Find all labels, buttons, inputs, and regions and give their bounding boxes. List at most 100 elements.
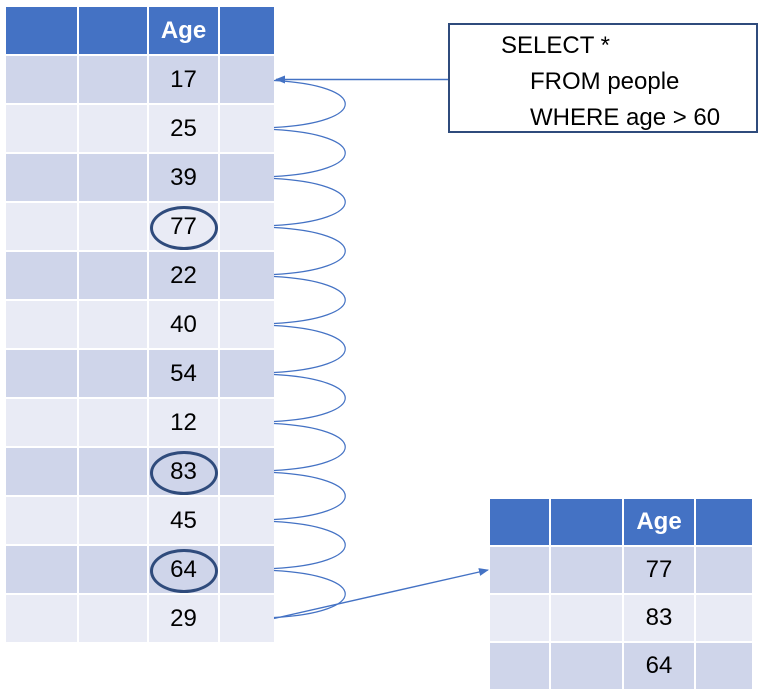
result-header-cell bbox=[696, 499, 752, 545]
result-row: 77 bbox=[490, 547, 752, 593]
table-cell bbox=[79, 301, 147, 348]
table-cell bbox=[220, 595, 274, 642]
age-value: 83 bbox=[150, 450, 219, 495]
table-cell bbox=[6, 105, 77, 152]
result-output-arrow bbox=[273, 568, 489, 620]
source-table: Age 17 25 39 77 bbox=[4, 5, 276, 644]
table-cell bbox=[79, 203, 147, 250]
source-header-cell bbox=[6, 7, 77, 54]
age-cell: 54 bbox=[149, 350, 218, 397]
age-cell: 64 bbox=[149, 546, 219, 593]
age-value: 77 bbox=[150, 205, 219, 250]
scan-loop-arrow bbox=[273, 569, 346, 619]
source-header-cell bbox=[220, 7, 274, 54]
table-cell bbox=[6, 252, 77, 299]
table-cell bbox=[6, 350, 77, 397]
age-cell: 22 bbox=[149, 252, 218, 299]
table-cell bbox=[6, 301, 77, 348]
age-value: 12 bbox=[170, 408, 197, 436]
table-cell bbox=[490, 547, 549, 593]
scan-loop-arrow bbox=[273, 324, 346, 374]
scan-loop-arrow bbox=[273, 128, 346, 178]
scan-loop-arrow bbox=[273, 177, 346, 227]
table-cell bbox=[6, 399, 77, 446]
age-cell: 12 bbox=[149, 399, 218, 446]
table-cell bbox=[79, 56, 147, 103]
result-age-cell: 77 bbox=[624, 547, 694, 593]
source-header-age: Age bbox=[149, 7, 218, 54]
age-cell: 40 bbox=[149, 301, 218, 348]
table-cell bbox=[220, 252, 274, 299]
table-cell bbox=[220, 497, 274, 544]
sql-select-line: SELECT * bbox=[501, 32, 610, 59]
match-highlight-ring bbox=[150, 205, 219, 250]
scan-loop-arrow bbox=[273, 471, 346, 521]
result-header-cell bbox=[551, 499, 622, 545]
scan-loop-arrow bbox=[273, 422, 346, 472]
sql-query-box: SELECT * FROM people WHERE age > 60 bbox=[448, 23, 758, 133]
table-row: 77 bbox=[6, 203, 274, 250]
table-cell bbox=[220, 546, 274, 593]
age-value: 40 bbox=[170, 310, 197, 338]
scan-loop-arrow bbox=[273, 226, 346, 276]
result-row: 83 bbox=[490, 595, 752, 641]
table-cell bbox=[551, 547, 622, 593]
table-cell bbox=[696, 547, 752, 593]
result-row: 64 bbox=[490, 643, 752, 689]
table-cell bbox=[79, 497, 147, 544]
scan-loop-arrow bbox=[273, 79, 346, 129]
table-cell bbox=[220, 301, 274, 348]
age-cell: 39 bbox=[149, 154, 218, 201]
result-age-cell: 64 bbox=[624, 643, 694, 689]
age-cell: 17 bbox=[149, 56, 218, 103]
age-value: 22 bbox=[170, 261, 197, 289]
table-cell bbox=[6, 448, 77, 495]
table-cell bbox=[220, 448, 274, 495]
age-cell: 29 bbox=[149, 595, 218, 642]
table-row: 40 bbox=[6, 301, 274, 348]
table-cell bbox=[79, 252, 147, 299]
match-highlight-ring bbox=[150, 450, 219, 495]
table-row: 25 bbox=[6, 105, 274, 152]
table-row: 83 bbox=[6, 448, 274, 495]
table-cell bbox=[6, 497, 77, 544]
table-row: 22 bbox=[6, 252, 274, 299]
table-cell bbox=[220, 56, 274, 103]
table-cell bbox=[220, 399, 274, 446]
table-row: 45 bbox=[6, 497, 274, 544]
table-cell bbox=[6, 203, 77, 250]
table-cell bbox=[6, 154, 77, 201]
table-cell bbox=[696, 595, 752, 641]
scan-loop-arrow bbox=[273, 520, 346, 570]
table-cell bbox=[551, 595, 622, 641]
age-value: 25 bbox=[170, 114, 197, 142]
table-row: 29 bbox=[6, 595, 274, 642]
table-cell bbox=[79, 399, 147, 446]
result-age-cell: 83 bbox=[624, 595, 694, 641]
sql-from-line: FROM people bbox=[530, 68, 680, 95]
table-cell bbox=[6, 546, 77, 593]
scan-loop-arrow bbox=[273, 275, 346, 325]
table-row: 54 bbox=[6, 350, 274, 397]
age-value: 64 bbox=[150, 548, 219, 593]
table-cell bbox=[79, 595, 147, 642]
table-cell bbox=[490, 643, 549, 689]
table-cell bbox=[220, 350, 274, 397]
table-row: 12 bbox=[6, 399, 274, 446]
age-cell: 45 bbox=[149, 497, 218, 544]
age-value: 17 bbox=[170, 65, 197, 93]
table-cell bbox=[551, 643, 622, 689]
table-cell bbox=[6, 56, 77, 103]
age-value: 45 bbox=[170, 506, 197, 534]
table-cell bbox=[79, 448, 147, 495]
age-value: 29 bbox=[170, 604, 197, 632]
age-value: 39 bbox=[170, 163, 197, 191]
source-header-row: Age bbox=[6, 7, 274, 54]
table-row: 39 bbox=[6, 154, 274, 201]
age-cell: 77 bbox=[149, 203, 219, 250]
source-header-cell bbox=[79, 7, 147, 54]
scan-arrows bbox=[273, 75, 489, 620]
table-cell bbox=[79, 350, 147, 397]
sql-where-line: WHERE age > 60 bbox=[530, 104, 721, 131]
table-cell bbox=[220, 154, 274, 201]
